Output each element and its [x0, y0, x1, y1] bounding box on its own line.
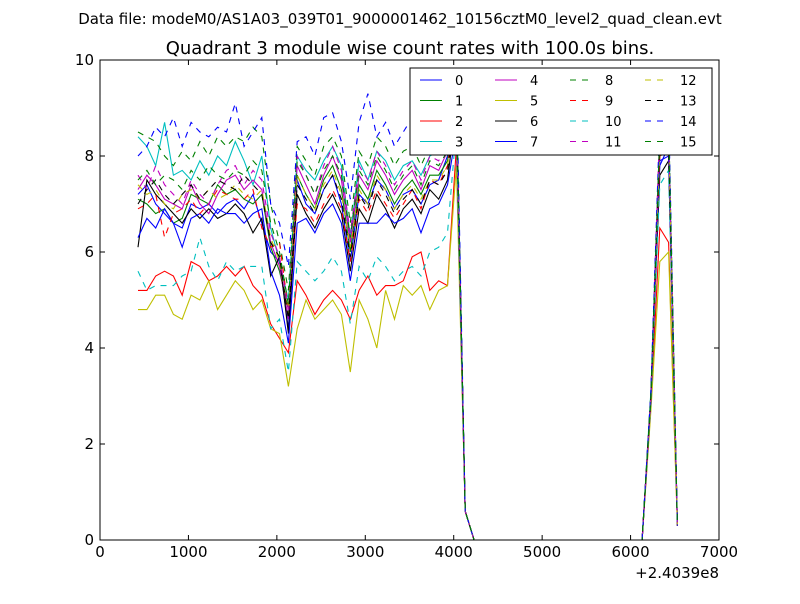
x-tick-label-6000: 6000 [611, 543, 649, 561]
legend-label-13: 13 [680, 95, 697, 110]
series-line-12 [137, 107, 678, 540]
x-tick-label-4000: 4000 [435, 543, 473, 561]
legend-label-6: 6 [530, 115, 538, 130]
series-line-7 [137, 131, 678, 540]
series-lines [137, 74, 678, 540]
legend-label-14: 14 [680, 115, 697, 130]
legend-label-5: 5 [530, 95, 538, 110]
series-line-0 [137, 107, 678, 540]
y-tick-label-4: 4 [84, 339, 94, 357]
series-line-9 [137, 107, 678, 540]
series-line-6 [137, 107, 678, 540]
figure-suptitle: Data file: modeM0/AS1A03_039T01_90000014… [78, 10, 722, 29]
plot-area: 0 1000 2000 3000 4000 5000 6000 700002468100123… [75, 51, 738, 561]
legend-label-7: 7 [530, 136, 538, 151]
legend-label-2: 2 [455, 115, 463, 130]
x-tick-label-7000: 7000 [700, 543, 738, 561]
legend-label-8: 8 [605, 74, 613, 89]
legend-label-10: 10 [605, 115, 622, 130]
series-line-8 [137, 88, 678, 540]
series-line-1 [137, 103, 678, 540]
series-line-2 [138, 146, 678, 540]
chart-title: Quadrant 3 module wise count rates with … [166, 38, 655, 59]
series-line-15 [137, 103, 678, 540]
y-tick-label-6: 6 [84, 243, 94, 261]
x-tick-label-3000: 3000 [346, 543, 384, 561]
y-tick-label-2: 2 [84, 435, 94, 453]
legend-label-15: 15 [680, 136, 697, 151]
legend-label-1: 1 [455, 95, 463, 110]
legend-box [409, 67, 713, 156]
x-tick-label-5000: 5000 [523, 543, 561, 561]
legend-label-4: 4 [530, 74, 538, 89]
y-tick-label-10: 10 [75, 51, 94, 69]
series-line-5 [138, 165, 678, 540]
axes-frame [99, 59, 720, 541]
legend-label-3: 3 [455, 136, 463, 151]
x-tick-label-1000: 1000 [169, 543, 207, 561]
legend-label-0: 0 [455, 74, 463, 89]
x-tick-label-0: 0 [95, 543, 105, 561]
y-tick-label-0: 0 [84, 531, 94, 549]
series-line-11 [137, 98, 678, 540]
legend-label-9: 9 [605, 95, 613, 110]
series-line-4 [137, 107, 678, 540]
y-tick-label-8: 8 [84, 147, 94, 165]
legend-label-11: 11 [605, 136, 622, 151]
series-line-3 [137, 93, 678, 540]
series-line-13 [137, 107, 678, 540]
x-axis-offset-label: +2.4039e8 [635, 564, 719, 582]
x-tick-label-2000: 2000 [258, 543, 296, 561]
legend-label-12: 12 [680, 74, 697, 89]
